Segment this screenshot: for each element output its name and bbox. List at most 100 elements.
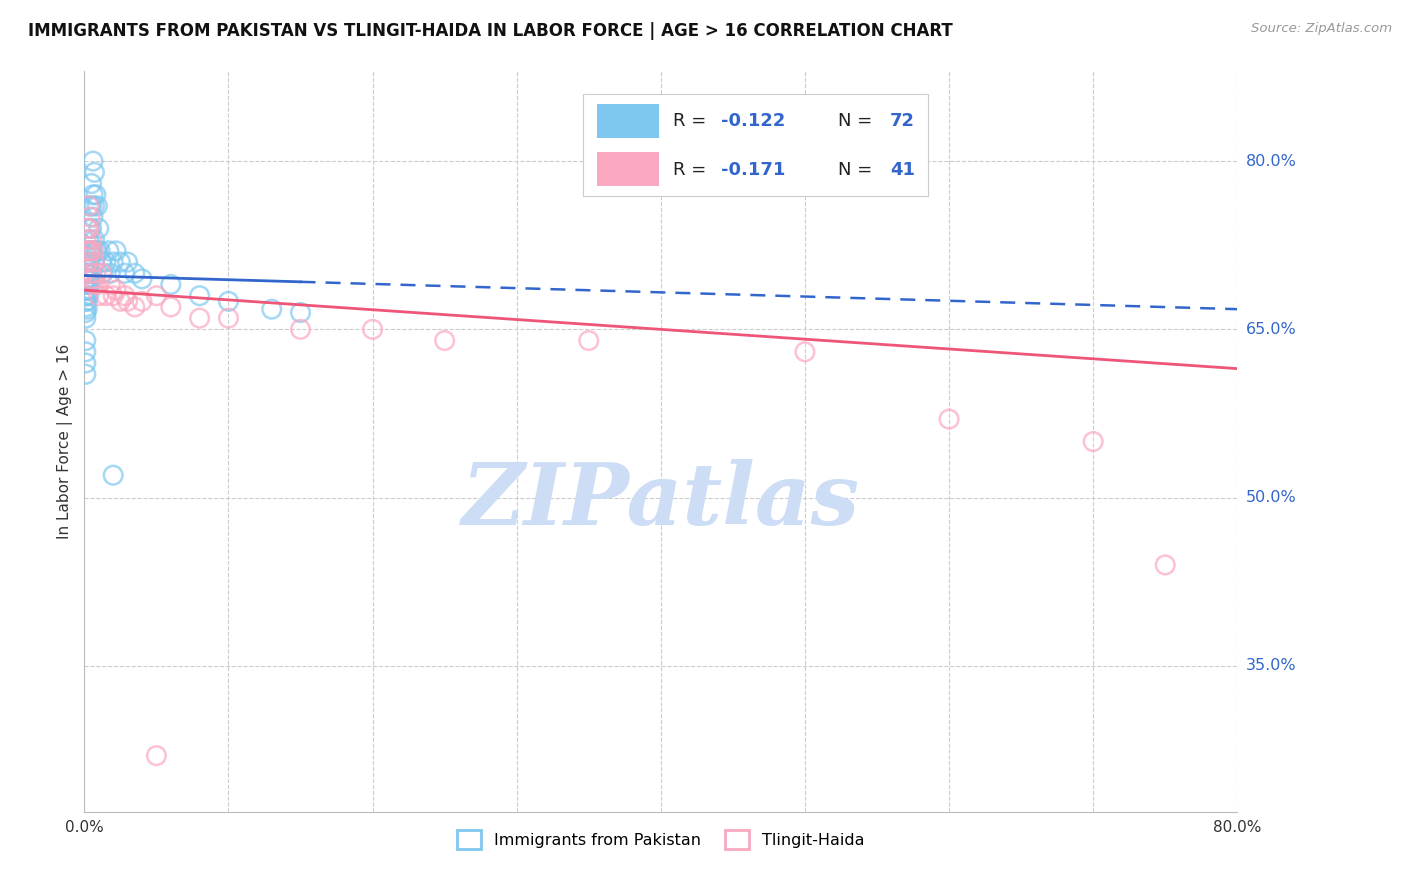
Point (124, 300, 146, 314)
Point (145, 748, 167, 763)
Point (75, 233, 97, 247)
Point (77, 266, 100, 280)
Text: 41: 41 (890, 161, 915, 178)
Text: -0.122: -0.122 (721, 112, 786, 130)
Text: 65.0%: 65.0% (1246, 322, 1296, 337)
Point (433, 334, 456, 348)
Text: 50.0%: 50.0% (1246, 490, 1296, 505)
Point (90, 255, 112, 269)
Point (114, 289, 136, 303)
Point (87, 221, 110, 235)
FancyBboxPatch shape (598, 104, 659, 137)
Point (80, 221, 103, 235)
Point (218, 311, 240, 326)
Point (82, 244, 104, 258)
Point (77, 221, 100, 235)
Text: N =: N = (838, 161, 879, 178)
Point (76, 255, 98, 269)
Point (103, 255, 124, 269)
Point (188, 289, 211, 303)
Point (75, 266, 97, 280)
Text: R =: R = (673, 112, 711, 130)
Point (79, 221, 101, 235)
Text: IMMIGRANTS FROM PAKISTAN VS TLINGIT-HAIDA IN LABOR FORCE | AGE > 16 CORRELATION : IMMIGRANTS FROM PAKISTAN VS TLINGIT-HAID… (28, 22, 953, 40)
Point (79, 266, 101, 280)
Point (75, 294, 97, 309)
Point (83, 165, 105, 179)
Point (75, 356, 97, 370)
Point (75, 255, 97, 269)
Point (84, 244, 107, 258)
Point (83, 277, 105, 292)
Point (83, 255, 105, 269)
Point (83, 199, 105, 213)
Point (77, 233, 100, 247)
Point (86, 199, 108, 213)
Text: N =: N = (838, 112, 879, 130)
Point (290, 305, 312, 319)
Point (82, 187, 104, 202)
Point (82, 272, 104, 286)
Point (131, 272, 153, 286)
Point (80, 244, 103, 258)
Point (89, 244, 111, 258)
Point (75, 277, 97, 292)
Point (82, 244, 104, 258)
Point (117, 255, 139, 269)
Point (82, 210, 104, 224)
Point (83, 255, 105, 269)
Point (80, 177, 103, 191)
Point (76, 283, 98, 297)
Point (91, 266, 114, 280)
Point (105, 244, 128, 258)
Point (90, 266, 112, 280)
Point (77, 289, 100, 303)
Point (80, 266, 103, 280)
Point (80, 233, 103, 247)
Point (79, 199, 101, 213)
Point (94, 289, 117, 303)
Point (218, 294, 240, 309)
Point (75, 244, 97, 258)
Point (75, 368, 97, 382)
Point (94, 255, 117, 269)
Legend: Immigrants from Pakistan, Tlingit-Haida: Immigrants from Pakistan, Tlingit-Haida (451, 823, 870, 855)
Text: -0.171: -0.171 (721, 161, 786, 178)
Point (79, 272, 101, 286)
Point (98, 277, 121, 292)
Point (938, 412, 960, 426)
FancyBboxPatch shape (583, 94, 928, 196)
Point (794, 344, 817, 359)
Point (110, 255, 132, 269)
Text: R =: R = (673, 161, 711, 178)
Point (117, 294, 139, 309)
Point (84, 187, 107, 202)
Point (80, 199, 103, 213)
Point (76, 266, 98, 280)
Point (75, 300, 97, 314)
Point (75, 272, 97, 286)
Point (160, 300, 183, 314)
Point (76, 272, 98, 286)
Point (361, 322, 384, 336)
Point (131, 294, 153, 309)
Point (76, 250, 98, 264)
Point (77, 283, 100, 297)
Point (260, 302, 283, 317)
Point (75, 305, 97, 319)
Point (124, 266, 146, 280)
Point (290, 322, 312, 336)
Point (83, 233, 105, 247)
Point (77, 255, 100, 269)
Text: ZIPatlas: ZIPatlas (461, 459, 860, 542)
Point (82, 154, 104, 169)
Point (103, 468, 124, 483)
FancyBboxPatch shape (598, 153, 659, 186)
Point (87, 289, 110, 303)
Point (84, 266, 107, 280)
Point (188, 311, 211, 326)
Point (97, 244, 120, 258)
Point (86, 244, 108, 258)
Point (79, 244, 101, 258)
Point (160, 277, 183, 292)
